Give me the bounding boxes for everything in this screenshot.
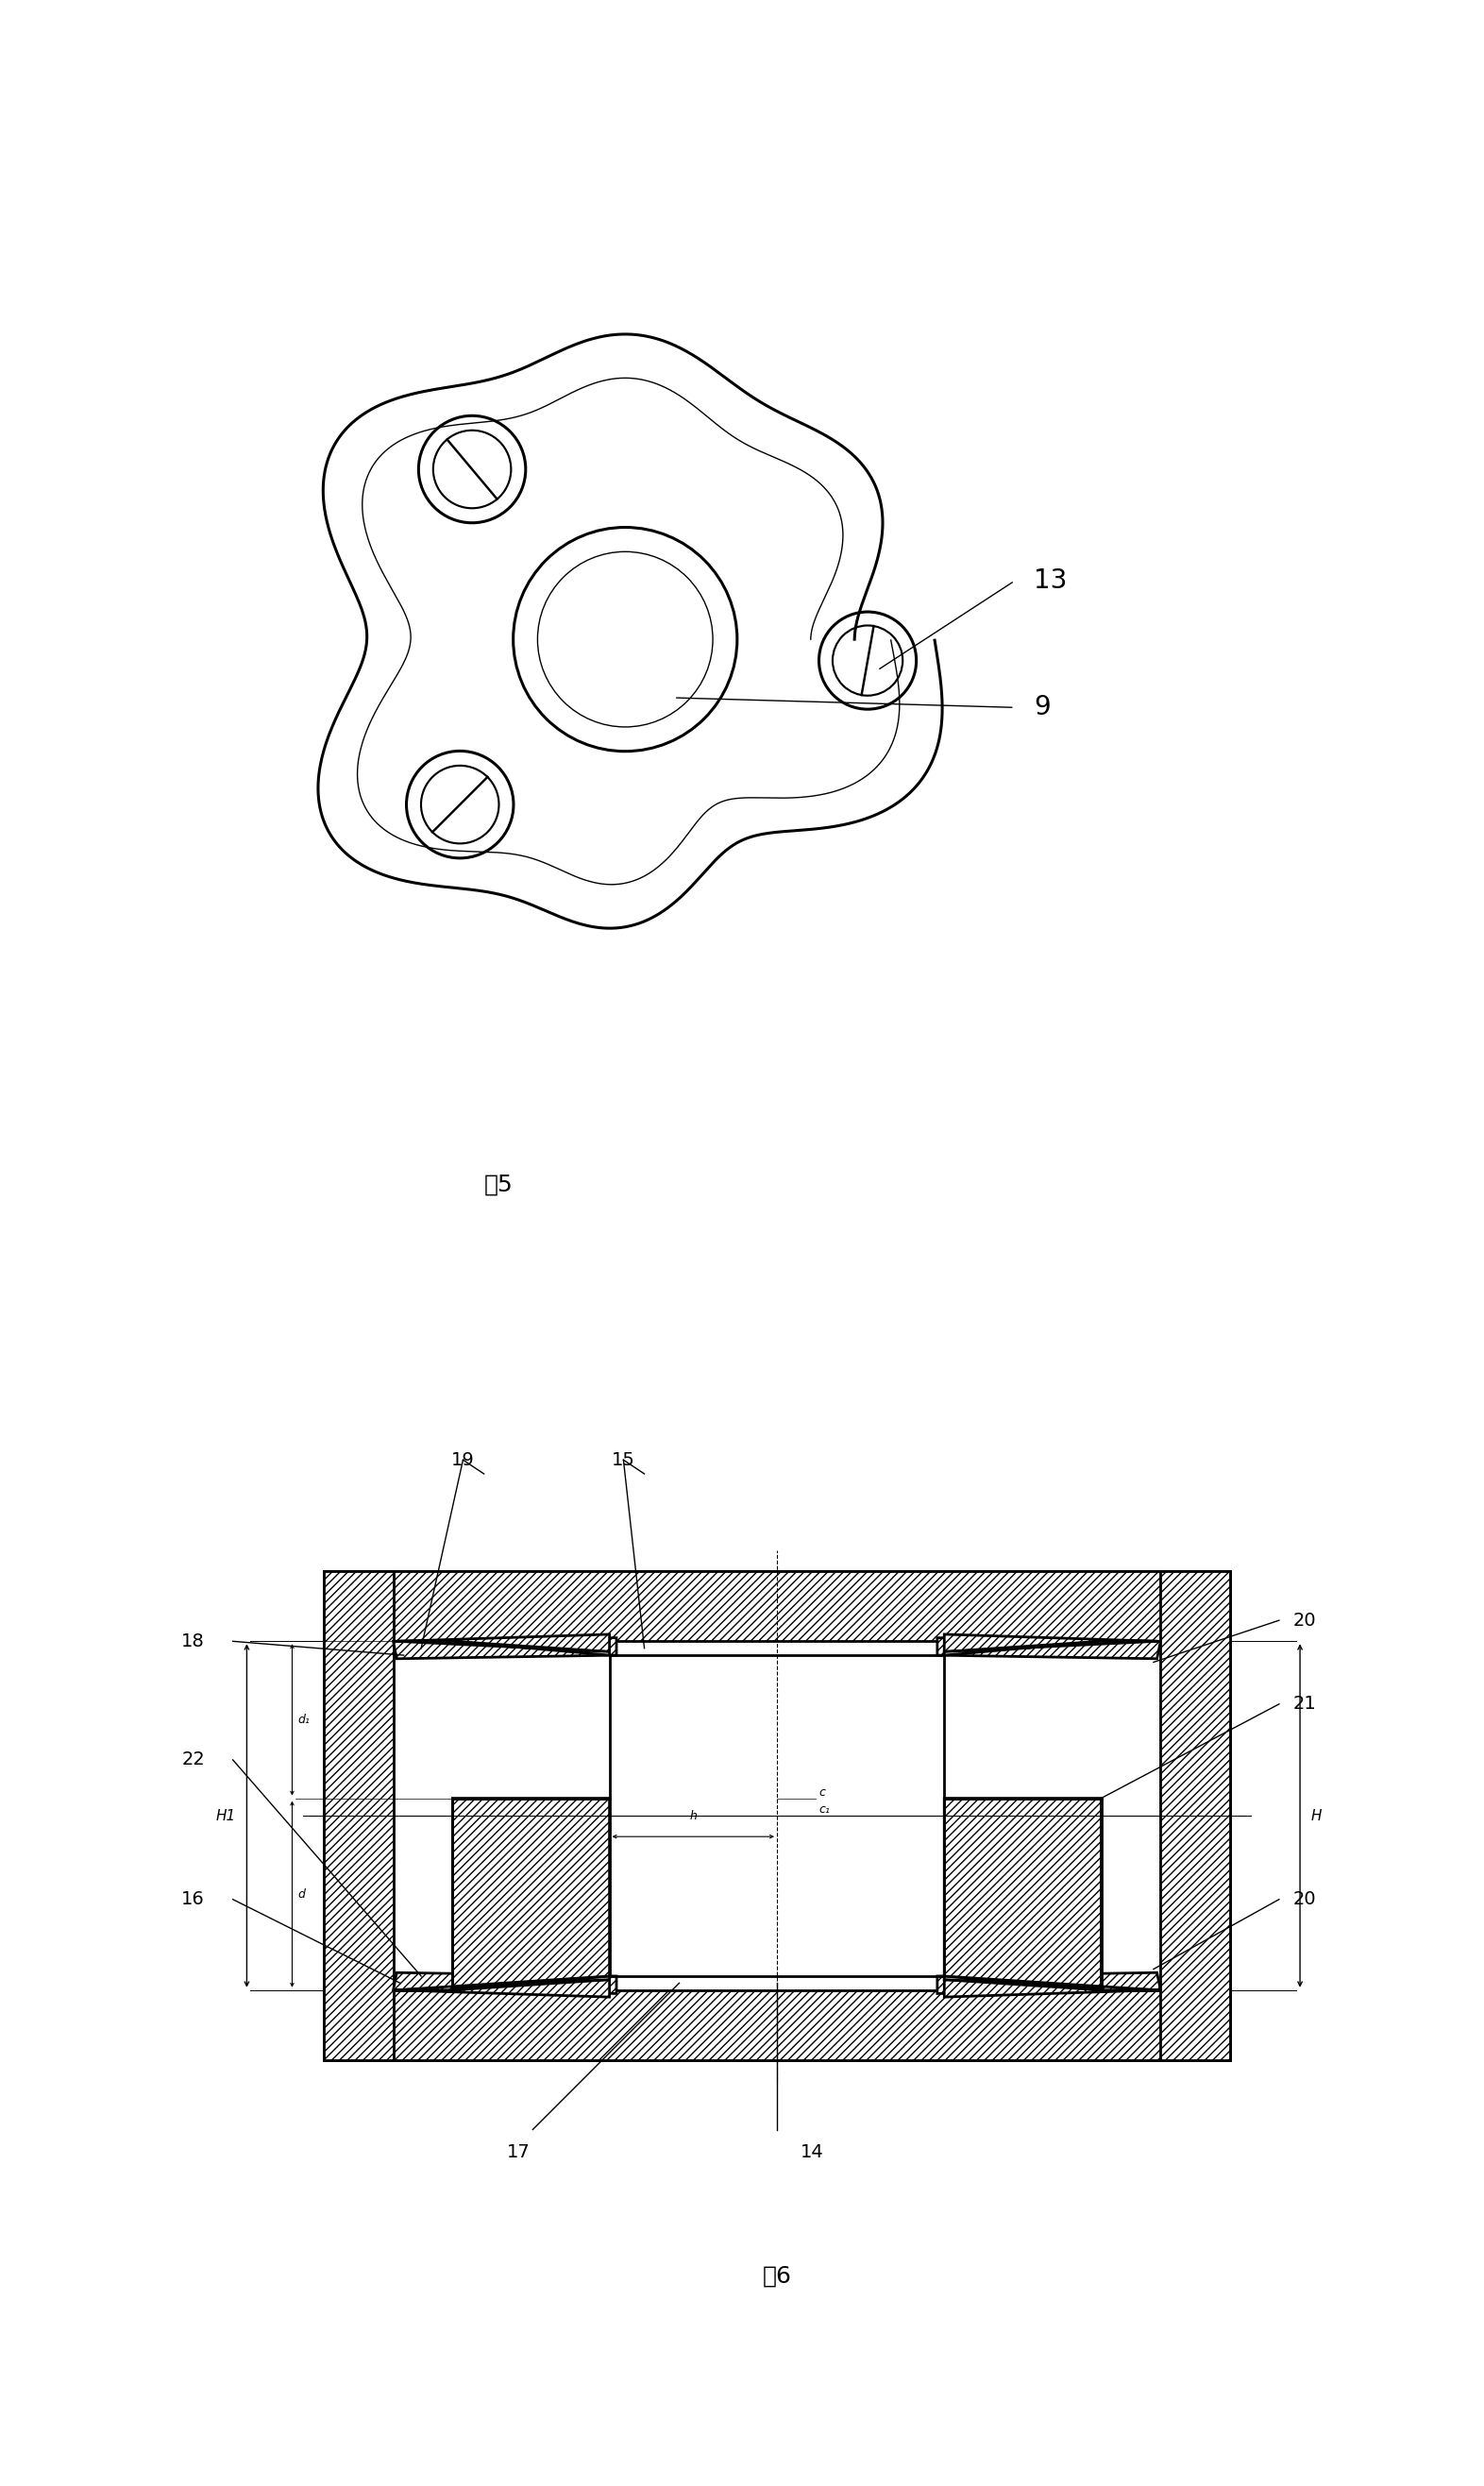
Polygon shape — [944, 1976, 1158, 1991]
Polygon shape — [396, 1633, 610, 1651]
Polygon shape — [944, 1633, 1158, 1651]
Text: 16: 16 — [181, 1889, 205, 1909]
Polygon shape — [324, 1571, 393, 2061]
Polygon shape — [944, 1797, 1160, 1991]
Text: 21: 21 — [1293, 1695, 1316, 1713]
Text: d: d — [298, 1887, 306, 1899]
Text: 图6: 图6 — [763, 2265, 791, 2287]
Text: H1: H1 — [217, 1810, 236, 1822]
Text: 20: 20 — [1293, 1611, 1316, 1628]
Text: 22: 22 — [181, 1750, 205, 1770]
Polygon shape — [944, 1979, 1158, 1996]
Text: c₁: c₁ — [819, 1802, 830, 1815]
Text: 19: 19 — [451, 1452, 475, 1469]
Polygon shape — [393, 1797, 610, 1991]
Polygon shape — [393, 1971, 616, 1994]
Text: 9: 9 — [1034, 694, 1051, 721]
Text: 18: 18 — [181, 1633, 205, 1651]
Text: h: h — [690, 1810, 697, 1822]
Polygon shape — [396, 1979, 610, 1996]
Polygon shape — [938, 1971, 1160, 1994]
Text: 20: 20 — [1293, 1889, 1316, 1909]
Text: 图5: 图5 — [484, 1173, 513, 1196]
Text: H: H — [1310, 1810, 1321, 1822]
Text: 14: 14 — [800, 2143, 824, 2160]
Text: c: c — [819, 1785, 825, 1797]
Polygon shape — [396, 1641, 610, 1656]
Text: 17: 17 — [508, 2143, 530, 2160]
Text: 15: 15 — [611, 1452, 635, 1469]
Text: 13: 13 — [1034, 567, 1067, 594]
Polygon shape — [393, 1638, 616, 1658]
Text: d₁: d₁ — [298, 1713, 310, 1725]
Polygon shape — [944, 1641, 1158, 1656]
Polygon shape — [1160, 1571, 1230, 2061]
Polygon shape — [324, 1991, 1230, 2061]
Polygon shape — [938, 1638, 1160, 1658]
Polygon shape — [396, 1976, 610, 1991]
Polygon shape — [324, 1571, 1230, 1641]
